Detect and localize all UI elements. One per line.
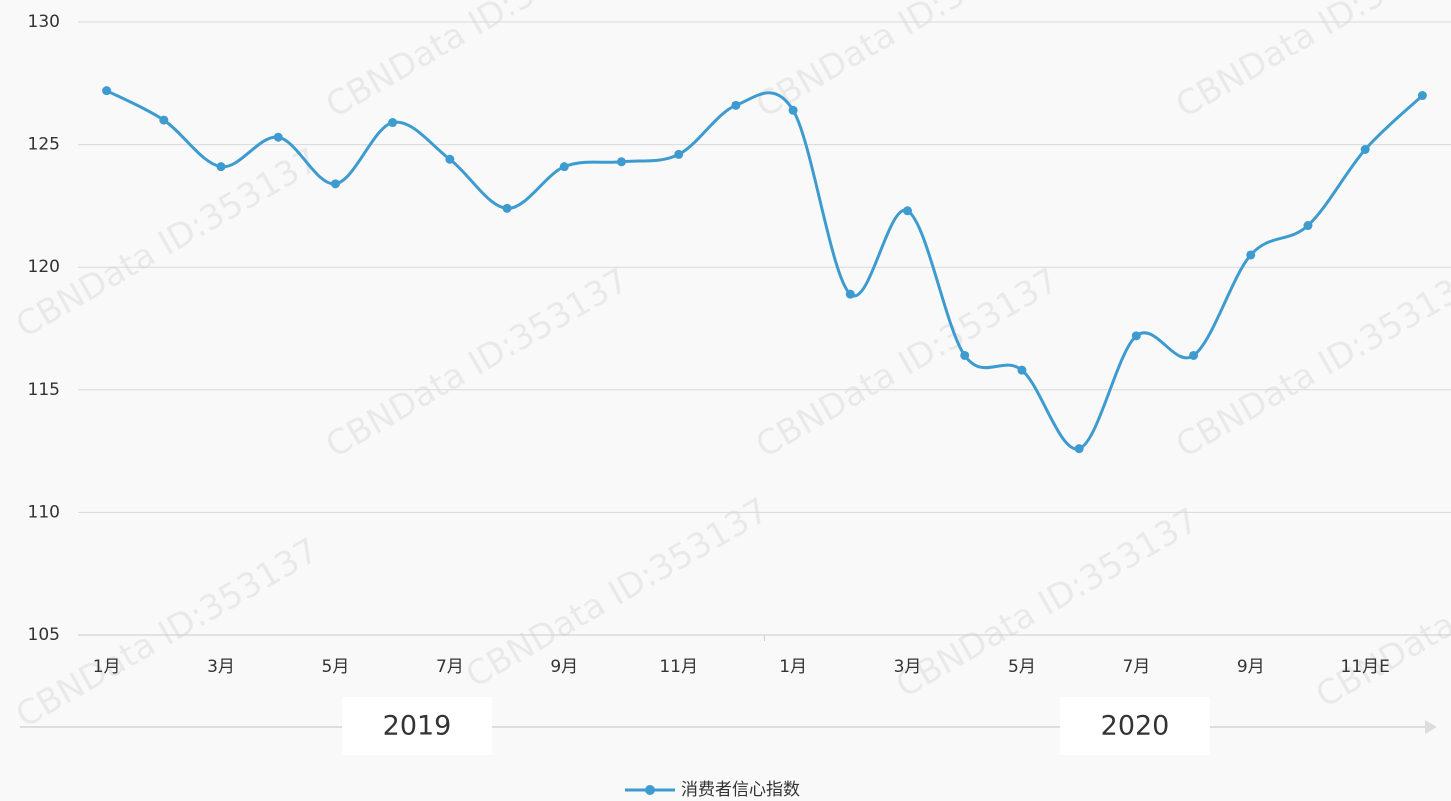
point [330, 179, 340, 189]
point [216, 162, 226, 172]
point [445, 154, 455, 164]
y-tick-label: 120 [28, 257, 60, 277]
legend-label: 消费者信心指数 [681, 780, 800, 800]
point [903, 206, 913, 216]
year-box [1060, 697, 1210, 755]
x-tick-label: 7月 [1122, 657, 1150, 677]
point [674, 149, 684, 159]
x-tick-label: 11月 [659, 657, 698, 677]
point [1246, 250, 1256, 260]
point [1074, 444, 1084, 454]
x-tick-label: 9月 [1237, 657, 1265, 677]
x-tick-label: 5月 [322, 657, 350, 677]
timeline-arrow [1425, 720, 1437, 734]
point [559, 162, 569, 172]
point [845, 289, 855, 299]
y-tick-label: 130 [28, 12, 60, 32]
x-tick-label: 9月 [550, 657, 578, 677]
x-tick-label: 7月 [436, 657, 464, 677]
point [1417, 91, 1427, 101]
x-tick-label: 11月E [1341, 657, 1390, 677]
x-tick-label: 3月 [207, 657, 235, 677]
point [1131, 331, 1141, 341]
y-tick-label: 125 [28, 135, 60, 155]
point [273, 132, 283, 142]
y-tick-label: 110 [28, 502, 60, 522]
y-tick-label: 105 [28, 625, 60, 645]
y-tick-label: 115 [28, 380, 60, 400]
point [102, 86, 112, 96]
point [502, 203, 512, 213]
point [731, 100, 741, 110]
point [1360, 145, 1370, 155]
year-box [342, 697, 492, 755]
year-label: 2019 [383, 711, 452, 742]
point [616, 157, 626, 167]
legend-marker [645, 785, 655, 795]
x-tick-label: 3月 [894, 657, 922, 677]
point [1189, 350, 1199, 360]
point [159, 115, 169, 125]
year-label: 2020 [1101, 711, 1170, 742]
x-tick-label: 5月 [1008, 657, 1036, 677]
point [960, 350, 970, 360]
point [388, 118, 398, 128]
x-tick-label: 1月 [779, 657, 807, 677]
point [788, 105, 798, 115]
point [1017, 365, 1027, 375]
point [1303, 221, 1313, 231]
x-tick-label: 1月 [93, 657, 121, 677]
